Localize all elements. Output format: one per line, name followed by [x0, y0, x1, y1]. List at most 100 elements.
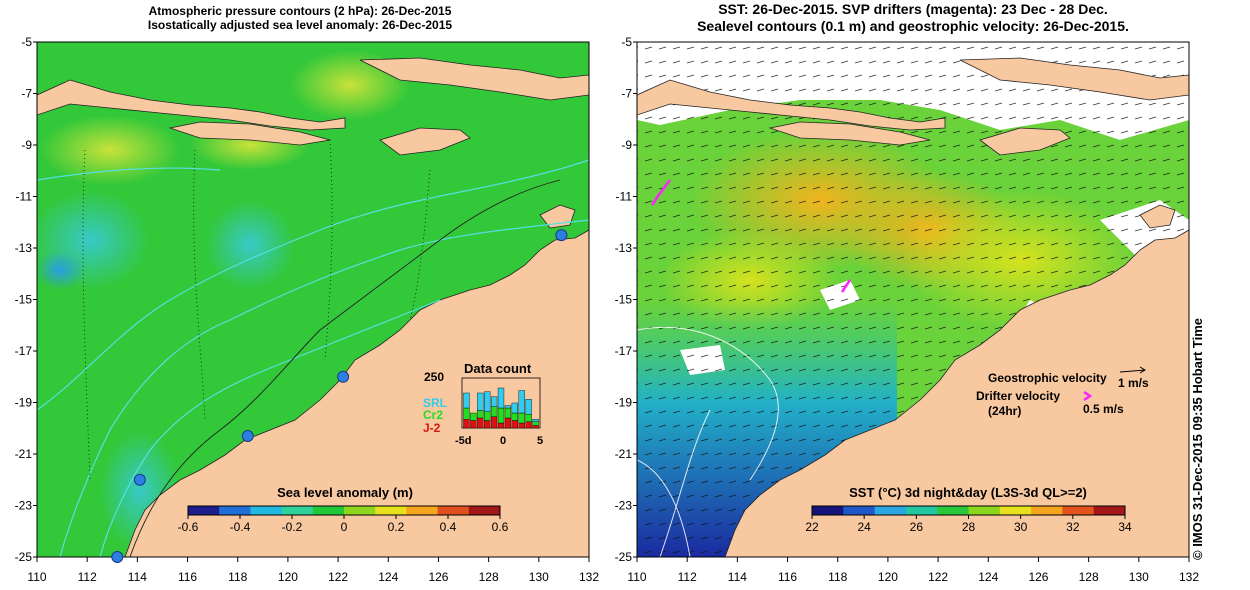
right-xtick-label: 112 — [678, 570, 697, 584]
sla-colorbar-tick: -0.4 — [230, 520, 251, 534]
tide-gauge-marker — [133, 473, 146, 486]
legend-srl: SRL — [423, 396, 447, 410]
data-count-bar-j2 — [497, 422, 505, 429]
data-count-bar-cr2 — [484, 411, 491, 421]
australia-land-right — [724, 229, 1189, 557]
indonesia-islands — [37, 79, 346, 131]
left-ytick-label: -13 — [15, 241, 33, 255]
right-xtick-label: 132 — [1179, 570, 1199, 584]
left-xtick-label: 110 — [27, 570, 46, 584]
left-title-line1: Atmospheric pressure contours (2 hPa): 2… — [148, 4, 452, 18]
sst-colorbar-tick: 28 — [962, 520, 976, 534]
sst-colorbar-swatch — [843, 506, 876, 515]
left-ytick-label: -9 — [21, 138, 32, 152]
sst-map: -5 -7 -9 -11 -13 -15 -17 -19 -21 -23 -25 110 112 114… — [615, 35, 1200, 584]
sea-level-map: -5 -7 -9 -11 -13 -15 -17 -19 -21 -23 -25 110 112 114… — [15, 35, 600, 584]
data-count-bar-srl — [518, 390, 525, 414]
data-count-bar-cr2 — [525, 414, 532, 422]
right-panel-title: SST: 26-Dec-2015. SVP drifters (magenta)… — [648, 1, 1178, 35]
geostrophic-arrow-icon — [1119, 369, 1146, 373]
data-count-bar-cr2 — [497, 407, 505, 424]
sst-colorbar-tick: 22 — [805, 520, 819, 534]
right-ytick-label: -19 — [615, 396, 633, 410]
left-ytick-label: -19 — [15, 396, 33, 410]
legend-cr2: Cr2 — [423, 408, 443, 422]
sst-colorbar-swatch — [1031, 506, 1063, 515]
drifter-sub: (24hr) — [988, 404, 1021, 418]
right-ytick-label: -5 — [621, 35, 632, 49]
sealevel-contours — [637, 326, 779, 557]
right-xtick-label: 128 — [1079, 570, 1099, 584]
data-count-bar-cr2 — [532, 421, 539, 426]
sst-colorbar-tick: 30 — [1014, 520, 1028, 534]
data-count-bar-j2 — [511, 420, 518, 429]
right-ytick-label: -15 — [615, 293, 633, 307]
right-ytick-label: -21 — [615, 447, 633, 461]
left-ytick-label: -15 — [15, 293, 33, 307]
left-ytick-label: -17 — [15, 344, 33, 358]
right-xtick-label: 118 — [828, 570, 847, 584]
drifter-arrow-icon — [1083, 390, 1093, 402]
right-xtick-label: 110 — [627, 570, 646, 584]
data-count-bar-j2 — [470, 420, 477, 429]
right-ytick-label: -13 — [615, 241, 633, 255]
sla-colorbar-tick: -0.2 — [282, 520, 303, 534]
sst-colorbar-swatch — [937, 506, 969, 515]
right-ytick-label: -11 — [616, 190, 633, 204]
data-count-bar-cr2 — [463, 407, 470, 420]
right-ytick-label: -25 — [615, 550, 633, 564]
credit-text: © IMOS 31-Dec-2015 09:35 Hobart Time — [1190, 318, 1205, 560]
sla-colorbar-swatch — [188, 506, 220, 515]
sla-colorbar-title: Sea level anomaly (m) — [277, 485, 413, 500]
sla-colorbar-tick: -0.6 — [178, 520, 199, 534]
right-xtick-label: 120 — [878, 570, 898, 584]
left-title-line2: Isostatically adjusted sea level anomaly… — [147, 18, 453, 32]
data-count-bar-srl — [484, 391, 491, 412]
data-count-bar-cr2 — [470, 412, 477, 421]
left-xtick-label: 124 — [378, 570, 398, 584]
right-title-line2: Sealevel contours (0.1 m) and geostrophi… — [697, 18, 1129, 34]
data-count-bar-cr2 — [518, 412, 525, 424]
sla-colorbar-swatch — [406, 506, 439, 515]
sea-level-contours — [37, 159, 589, 557]
tide-gauge-marker — [111, 551, 124, 563]
geostrophic-scale: 1 m/s — [1118, 376, 1149, 390]
data-count-title: Data count — [464, 361, 532, 376]
sst-colorbar-tick: 26 — [910, 520, 924, 534]
data-count-bar-j2 — [484, 420, 491, 429]
sst-colorbar-tick: 32 — [1066, 520, 1080, 534]
left-xtick-label: 126 — [428, 570, 448, 584]
data-count-bar-srl — [463, 392, 470, 409]
data-count-bar-j2 — [490, 416, 498, 429]
sla-colorbar-swatch — [250, 506, 283, 515]
sst-colorbar-swatch — [905, 506, 938, 515]
sst-colorbar-swatch — [1093, 506, 1126, 515]
sst-colorbar-swatch — [874, 506, 907, 515]
right-xtick-label: 122 — [928, 570, 948, 584]
left-panel-title: Atmospheric pressure contours (2 hPa): 2… — [110, 4, 490, 32]
data-count-bar-cr2 — [477, 410, 484, 419]
left-xtick-label: 118 — [228, 570, 247, 584]
data-count-bar-cr2 — [511, 412, 518, 421]
left-xtick-label: 120 — [278, 570, 298, 584]
tide-gauge-marker — [555, 229, 568, 242]
data-count-bar-j2 — [477, 417, 484, 429]
left-ytick-label: -21 — [15, 447, 33, 461]
data-count-bar-srl — [504, 405, 512, 409]
right-title-line1: SST: 26-Dec-2015. SVP drifters (magenta)… — [718, 1, 1108, 17]
sla-colorbar-swatch — [468, 506, 501, 515]
sst-colorbar-swatch — [812, 506, 844, 515]
sla-colorbar-tick: 0.6 — [492, 520, 509, 534]
data-count-bar-srl — [532, 419, 539, 422]
data-count-bar-srl — [490, 396, 498, 407]
data-count-max: 250 — [424, 370, 444, 384]
left-ytick-label: -23 — [15, 499, 33, 513]
sla-colorbar-swatch — [437, 506, 470, 515]
geostrophic-label: Geostrophic velocity — [988, 371, 1107, 385]
sla-colorbar-swatch — [281, 506, 314, 515]
velocity-legend: Geostrophic velocity 1 m/s Drifter veloc… — [976, 366, 1149, 418]
sla-colorbar-tick: 0.2 — [388, 520, 405, 534]
data-count-bar-j2 — [518, 422, 525, 429]
data-count-bar-j2 — [532, 425, 539, 429]
right-xtick-label: 130 — [1129, 570, 1149, 584]
